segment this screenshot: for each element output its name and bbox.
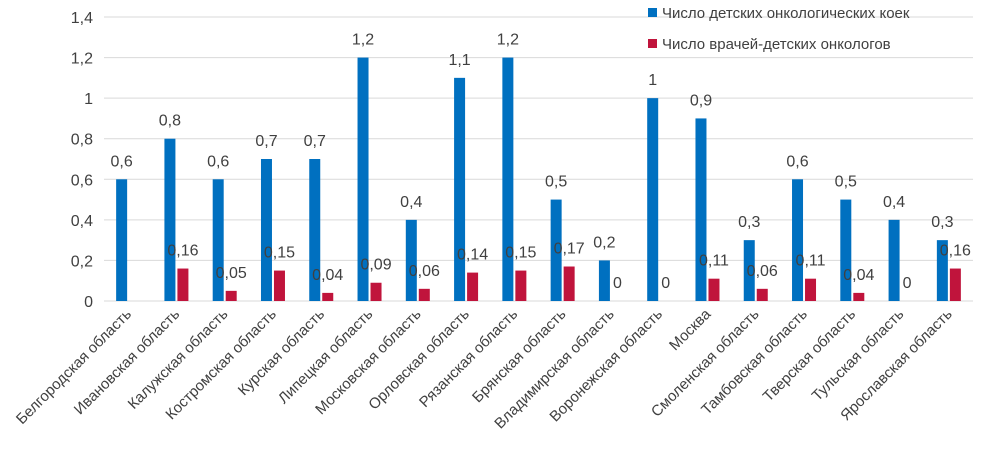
bar-doctors [273, 270, 285, 301]
x-category-label: Тульская область [809, 306, 908, 405]
data-label-beds: 0,3 [931, 214, 953, 231]
bar-doctors [322, 292, 334, 301]
data-label-beds: 0,4 [883, 194, 905, 211]
bar-beds [164, 138, 176, 301]
y-axis-ticks: 0 0,2 0,4 0,6 0,8 1 1,2 1,4 [71, 10, 93, 311]
bar-doctors [708, 278, 720, 301]
legend-label-beds: Число детских онкологических коек [662, 5, 910, 22]
x-category-label: Курская область [235, 306, 328, 399]
data-labels: 0,6 0,8 0,16 0,6 0,05 0,7 0,15 0,7 0,04 1,2 0,09 0,… [111, 32, 972, 292]
bar-beds [695, 118, 707, 301]
x-category-label: Москва [666, 305, 715, 354]
bar-doctors [177, 268, 189, 301]
bar-beds [116, 179, 128, 301]
data-label-beds: 0,2 [593, 234, 615, 251]
legend-item-doctors: Число врачей-детских онкологов [648, 36, 891, 53]
data-label-beds: 1,1 [448, 52, 470, 69]
legend-item-beds: Число детских онкологических коек [648, 5, 910, 22]
y-tick-label: 0,8 [71, 132, 93, 149]
data-label-doctors: 0,11 [699, 253, 729, 270]
bar-beds [309, 159, 321, 301]
y-tick-label: 1,2 [71, 51, 93, 68]
data-label-beds: 0,9 [690, 92, 712, 109]
data-label-doctors: 0,17 [554, 241, 585, 258]
bar-doctors [418, 288, 430, 301]
gridlines [104, 16, 973, 302]
data-label-doctors: 0,06 [409, 263, 440, 280]
bar-beds [502, 57, 514, 302]
data-label-doctors: 0 [613, 275, 622, 292]
bar-doctors [225, 290, 237, 301]
data-label-doctors: 0,15 [505, 245, 536, 262]
bar-doctors [467, 272, 479, 301]
data-label-doctors: 0,14 [457, 247, 488, 264]
bars [116, 57, 961, 302]
data-label-doctors: 0,06 [747, 263, 778, 280]
legend-label-doctors: Число врачей-детских онкологов [662, 36, 891, 53]
data-label-doctors: 0,16 [940, 243, 971, 260]
y-tick-label: 0,6 [71, 172, 93, 189]
bar-beds [743, 240, 755, 301]
legend: Число детских онкологических коек Число … [648, 5, 910, 53]
data-label-doctors: 0,04 [843, 267, 874, 284]
data-label-doctors: 0 [903, 275, 912, 292]
data-label-beds: 0,5 [545, 174, 567, 191]
bar-doctors [515, 270, 527, 301]
data-label-doctors: 0,09 [360, 257, 391, 274]
y-tick-label: 0 [84, 294, 93, 311]
bar-beds [212, 179, 224, 301]
data-label-doctors: 0,05 [216, 265, 247, 282]
x-category-label: Тверская область [760, 306, 860, 406]
data-label-doctors: 0,04 [312, 267, 343, 284]
data-label-beds: 1,2 [352, 32, 374, 49]
bar-beds [936, 240, 948, 301]
bar-doctors [370, 282, 382, 301]
data-label-doctors: 0 [661, 275, 670, 292]
data-label-doctors: 0,11 [796, 253, 826, 270]
y-tick-label: 0,2 [71, 253, 93, 270]
data-label-beds: 0,7 [304, 133, 326, 150]
legend-swatch-beds [648, 8, 657, 17]
bar-beds [888, 219, 900, 301]
bar-doctors [805, 278, 817, 301]
data-label-beds: 0,6 [786, 153, 808, 170]
y-tick-label: 0,4 [71, 213, 93, 230]
bar-doctors [756, 288, 768, 301]
data-label-beds: 1,2 [497, 32, 519, 49]
bar-beds [598, 260, 610, 301]
bar-beds [647, 98, 659, 302]
data-label-doctors: 0,16 [167, 243, 198, 260]
bar-beds [550, 199, 562, 301]
data-label-beds: 0,8 [159, 113, 181, 130]
bar-doctors [563, 266, 575, 301]
bar-doctors [949, 268, 961, 301]
data-label-doctors: 0,15 [264, 245, 295, 262]
data-label-beds: 0,5 [835, 174, 857, 191]
data-label-beds: 1 [648, 72, 657, 89]
data-label-beds: 0,3 [738, 214, 760, 231]
data-label-beds: 0,6 [207, 153, 229, 170]
bar-beds [454, 77, 466, 301]
data-label-beds: 0,7 [255, 133, 277, 150]
data-label-beds: 0,4 [400, 194, 422, 211]
bar-doctors [853, 292, 865, 301]
y-tick-label: 1,4 [71, 10, 93, 27]
data-label-beds: 0,6 [111, 153, 133, 170]
bar-beds [840, 199, 852, 301]
bar-beds [260, 159, 272, 301]
legend-swatch-doctors [648, 39, 657, 48]
bar-beds [792, 179, 804, 301]
bar-beds [357, 57, 369, 302]
y-tick-label: 1 [84, 91, 93, 108]
bar-beds [405, 219, 417, 301]
